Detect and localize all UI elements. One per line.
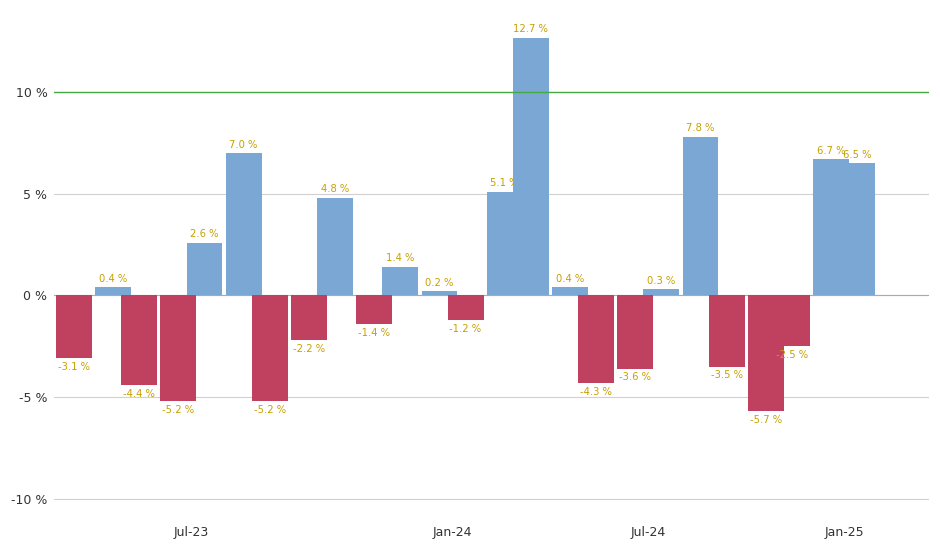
Text: 5.1 %: 5.1 % — [491, 178, 519, 188]
Text: 2.6 %: 2.6 % — [190, 229, 219, 239]
Text: 6.5 %: 6.5 % — [843, 150, 871, 160]
Bar — [356, 295, 392, 324]
Text: -2.2 %: -2.2 % — [293, 344, 325, 354]
Text: -3.1 %: -3.1 % — [58, 362, 90, 372]
Text: 0.3 %: 0.3 % — [648, 276, 676, 286]
Text: -5.2 %: -5.2 % — [254, 405, 286, 415]
Bar — [161, 295, 196, 401]
Bar — [252, 295, 288, 401]
Bar — [121, 295, 157, 385]
Bar — [513, 37, 549, 295]
Bar — [709, 295, 744, 367]
Bar — [682, 137, 718, 295]
Text: 7.0 %: 7.0 % — [229, 140, 258, 150]
Bar — [839, 163, 875, 295]
Bar — [774, 295, 809, 346]
Bar — [56, 295, 92, 359]
Text: -3.5 %: -3.5 % — [711, 370, 743, 380]
Bar — [813, 160, 849, 295]
Bar — [618, 295, 653, 368]
Text: 6.7 %: 6.7 % — [817, 146, 845, 156]
Text: 0.4 %: 0.4 % — [556, 274, 584, 284]
Text: 4.8 %: 4.8 % — [321, 184, 349, 194]
Text: -1.2 %: -1.2 % — [449, 323, 481, 333]
Text: 0.2 %: 0.2 % — [425, 278, 454, 288]
Bar — [186, 243, 223, 295]
Bar — [421, 292, 458, 295]
Bar — [95, 287, 131, 295]
Bar — [226, 153, 261, 295]
Text: -4.3 %: -4.3 % — [580, 387, 612, 397]
Text: -3.6 %: -3.6 % — [619, 372, 651, 382]
Bar — [383, 267, 418, 295]
Text: 1.4 %: 1.4 % — [386, 254, 415, 263]
Bar — [317, 198, 353, 295]
Bar — [487, 192, 523, 295]
Text: -4.4 %: -4.4 % — [123, 388, 155, 399]
Bar — [552, 287, 588, 295]
Text: 0.4 %: 0.4 % — [99, 274, 127, 284]
Bar — [748, 295, 784, 411]
Text: -5.7 %: -5.7 % — [750, 415, 782, 425]
Text: -1.4 %: -1.4 % — [358, 328, 390, 338]
Bar — [291, 295, 327, 340]
Bar — [447, 295, 483, 320]
Text: -2.5 %: -2.5 % — [776, 350, 807, 360]
Text: 7.8 %: 7.8 % — [686, 123, 714, 134]
Text: 12.7 %: 12.7 % — [513, 24, 548, 34]
Bar — [643, 289, 680, 295]
Text: -5.2 %: -5.2 % — [163, 405, 195, 415]
Bar — [578, 295, 614, 383]
